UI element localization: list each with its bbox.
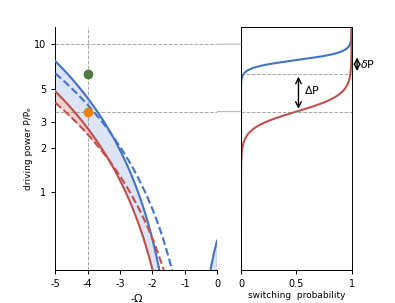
Y-axis label: driving power P/Pₑ: driving power P/Pₑ	[24, 107, 33, 190]
X-axis label: switching  probability: switching probability	[248, 291, 345, 301]
Text: $\Delta$P: $\Delta$P	[304, 84, 320, 96]
Text: $\delta$P: $\delta$P	[360, 58, 376, 69]
X-axis label: -Ω: -Ω	[130, 294, 143, 303]
